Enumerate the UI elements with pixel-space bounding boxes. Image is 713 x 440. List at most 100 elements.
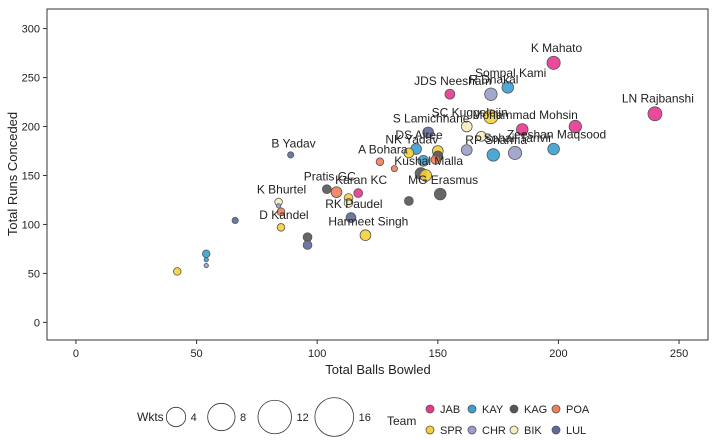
size-legend-label: 4	[191, 412, 197, 424]
data-label: A Bohara	[358, 142, 408, 156]
data-point-poa	[430, 155, 441, 165]
x-tick-label: 0	[73, 348, 79, 360]
x-axis-title: Total Balls Bowled	[325, 362, 431, 377]
y-axis: 0 50 100 150 200 250 300	[22, 24, 47, 329]
data-point-chr	[460, 144, 473, 156]
legend-label-jab: JAB	[440, 404, 460, 416]
y-tick-label: 100	[22, 219, 40, 231]
size-legend-label: 8	[240, 412, 246, 424]
size-legend-circle	[257, 399, 292, 435]
data-point-poa	[330, 186, 343, 198]
data-point-kay	[202, 249, 211, 259]
data-point-chr	[484, 87, 498, 101]
data-label: R Dhakal	[469, 72, 518, 86]
data-label: NK Yadav	[385, 133, 438, 147]
data-point-lul	[287, 151, 295, 159]
data-point-kag	[404, 196, 414, 206]
legend-label-poa: POA	[566, 404, 590, 416]
data-label: D Kandel	[259, 208, 308, 222]
data-label: JDS Neesham	[414, 74, 491, 88]
x-tick-label: 100	[308, 348, 326, 360]
data-point-spr	[403, 147, 415, 159]
color-legend: Team JAB KAY KAG POA SPR CHR BIK LUL	[387, 404, 590, 437]
size-legend-title: Wkts	[137, 410, 164, 424]
data-point-bik	[460, 120, 473, 133]
data-point-jab	[516, 123, 529, 136]
y-tick-label: 50	[28, 268, 40, 280]
legend-label-bik: BIK	[524, 425, 542, 437]
size-legend: Wkts 4 8 12 16	[137, 397, 371, 437]
size-legend-circle	[207, 402, 236, 432]
size-legend-label: 16	[359, 412, 371, 424]
data-label: Sompal Kami	[475, 66, 546, 80]
x-tick-label: 200	[549, 348, 567, 360]
data-label: Zeeshan Maqsood	[507, 128, 606, 142]
legend-label-kag: KAG	[524, 404, 547, 416]
data-point-lul	[345, 212, 357, 223]
data-label: LN Rajbanshi	[622, 91, 694, 105]
data-point-lul	[422, 126, 434, 139]
y-tick-label: 200	[22, 122, 40, 134]
data-label: Pratis GC	[304, 169, 356, 183]
data-point-poa	[390, 165, 398, 173]
data-point-kay	[417, 155, 430, 167]
data-point-kag	[322, 184, 332, 194]
data-point-chr	[275, 203, 282, 209]
size-legend-label: 12	[297, 412, 309, 424]
color-legend-title: Team	[387, 414, 416, 428]
x-axis: 0 50 100 150 200 250	[73, 340, 688, 360]
data-point-kay	[486, 148, 500, 162]
data-label: Karan KC	[335, 173, 387, 187]
legend-label-spr: SPR	[440, 425, 463, 437]
data-point-lul	[302, 240, 313, 250]
y-tick-label: 250	[22, 73, 40, 85]
data-point-chr	[508, 145, 523, 160]
data-label: SC Kuggeleijn	[432, 106, 508, 120]
data-label: B Yadav	[271, 136, 315, 150]
y-tick-label: 150	[22, 170, 40, 182]
data-point-jab	[444, 88, 456, 100]
data-point-jab	[353, 188, 364, 198]
data-label: K Mahato	[531, 41, 583, 55]
legend-marker-jab	[425, 404, 435, 414]
legend-label-lul: LUL	[566, 425, 586, 437]
data-point-spr	[173, 267, 182, 276]
size-legend-circle	[165, 406, 187, 428]
data-point-bik	[343, 198, 354, 208]
data-point-spr	[419, 169, 432, 182]
plot-frame	[46, 8, 709, 341]
data-point-spr	[359, 229, 372, 242]
data-point-lul	[231, 217, 239, 225]
data-label: MG Erasmus	[408, 173, 478, 187]
x-tick-label: 50	[190, 348, 202, 360]
bubble-layer	[173, 55, 663, 276]
data-point-jab	[568, 119, 582, 134]
x-tick-label: 150	[429, 348, 447, 360]
data-label: DS Airee	[395, 128, 443, 142]
data-point-jab	[647, 106, 663, 122]
legend-marker-kag	[509, 404, 519, 414]
legend-marker-poa	[551, 404, 561, 414]
data-label: RP Sharma	[465, 133, 527, 147]
legend-marker-kay	[467, 404, 477, 414]
x-tick-label: 250	[670, 348, 688, 360]
data-label: RK Paudel	[325, 197, 382, 211]
data-point-spr	[276, 223, 286, 232]
data-label: S Lamichhane	[393, 112, 470, 126]
legend-marker-spr	[425, 425, 435, 435]
legend-marker-chr	[467, 425, 477, 435]
data-point-poa	[276, 207, 286, 216]
data-label: Sohail Tanvir	[484, 131, 552, 145]
data-label: K Bhurtel	[257, 183, 306, 197]
data-label: Harmeet Singh	[328, 214, 408, 228]
data-point-chr	[203, 262, 209, 269]
data-point-poa	[375, 157, 385, 166]
data-point-kay	[501, 81, 514, 94]
data-label: Kushal Malla	[394, 154, 463, 168]
size-legend-circle	[314, 397, 355, 437]
legend-label-kay: KAY	[482, 404, 504, 416]
data-point-kay	[203, 257, 209, 263]
legend-marker-bik	[509, 425, 519, 435]
